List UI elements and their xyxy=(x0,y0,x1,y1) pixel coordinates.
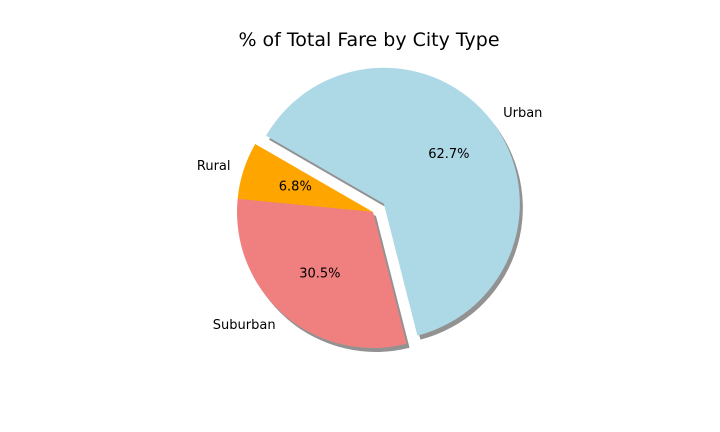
slice-labels: Rural 6.8% Suburban 30.5% Urban 62.7% xyxy=(197,106,543,333)
pct-label-rural: 6.8% xyxy=(279,180,312,195)
pie-slice-suburban xyxy=(236,198,407,348)
pct-label-suburban: 30.5% xyxy=(299,266,340,281)
slice-label-urban: Urban xyxy=(503,106,542,121)
pie-slices xyxy=(236,67,520,348)
slice-label-rural: Rural xyxy=(197,159,231,174)
pct-label-urban: 62.7% xyxy=(428,147,469,162)
chart-title: % of Total Fare by City Type xyxy=(238,29,499,51)
pie-slice-urban xyxy=(266,67,520,336)
slice-label-suburban: Suburban xyxy=(213,318,276,333)
pie-slice-rural xyxy=(237,144,373,212)
